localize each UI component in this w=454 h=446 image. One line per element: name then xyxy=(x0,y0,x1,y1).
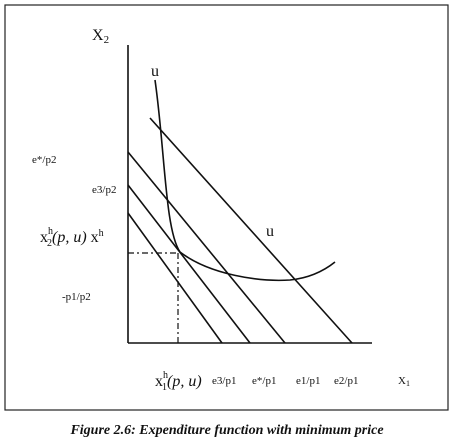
indifference-curve xyxy=(154,79,336,282)
budget-line xyxy=(149,117,353,344)
x1h-label: xh 1(p, u) xyxy=(155,370,202,393)
x2h-label: xh 2(p, u) xh xyxy=(40,226,104,249)
curve-label: u xyxy=(151,63,159,80)
x-label: e3/p1 xyxy=(212,375,236,387)
x-label: e*/p1 xyxy=(252,375,276,387)
caption: Figure 2.6: Expenditure function with mi… xyxy=(69,423,383,438)
frame xyxy=(4,4,449,411)
budget-line xyxy=(127,212,223,344)
x-label: e1/p1 xyxy=(296,375,320,387)
y-axis-label: X2 xyxy=(92,27,109,46)
y-label: e3/p2 xyxy=(92,184,116,196)
curve-label: u xyxy=(266,223,274,240)
x-axis-label: X1 xyxy=(398,375,410,388)
budget-line xyxy=(127,184,251,344)
y-label: e*/p2 xyxy=(32,154,56,166)
x-label: e2/p1 xyxy=(334,375,358,387)
budget-line xyxy=(127,151,286,344)
y-label: -p1/p2 xyxy=(62,291,91,303)
